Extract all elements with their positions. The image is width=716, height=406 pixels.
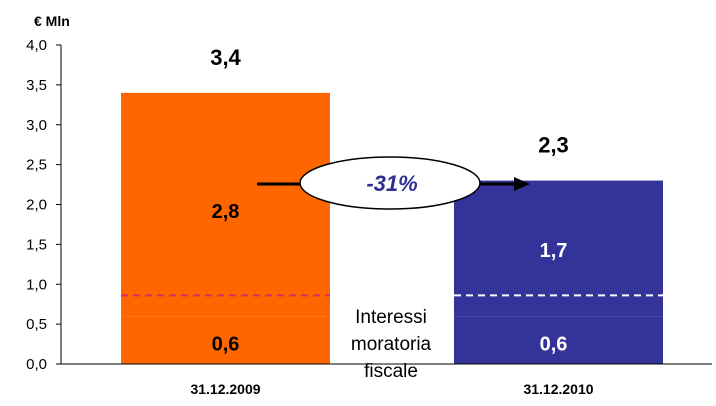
bar-segment-upper — [454, 180, 663, 317]
y-tick-label: 3,5 — [26, 77, 47, 94]
x-tick-label: 31.12.2009 — [190, 381, 260, 397]
total-label: 3,4 — [210, 45, 241, 70]
y-tick-label: 2,0 — [26, 197, 47, 214]
y-tick-label: 2,5 — [26, 157, 47, 174]
annotation-interessi-moratoria-fiscale: Interessi moratoria fiscale — [351, 307, 432, 382]
x-tick-labels: 31.12.2009 31.12.2010 — [190, 381, 593, 397]
annotation-line: fiscale — [364, 361, 418, 382]
unit-label: € Mln — [34, 13, 70, 29]
bars-layer — [121, 92, 663, 364]
y-tick-label: 0,5 — [26, 316, 47, 333]
segment-label-lower: 0,6 — [540, 333, 568, 355]
y-ticks: 0,0 0,5 1,0 1,5 2,0 2,5 3,0 3,5 4,0 — [26, 37, 61, 373]
change-ellipse — [299, 156, 481, 210]
segment-label-upper: 2,8 — [212, 201, 240, 223]
y-tick-label: 1,0 — [26, 276, 47, 293]
bar-segment-lower — [454, 316, 663, 364]
bar-segment-upper — [121, 92, 330, 317]
change-percent-label: -31% — [366, 171, 417, 196]
axes-layer: 0,0 0,5 1,0 1,5 2,0 2,5 3,0 3,5 4,0 — [26, 37, 712, 373]
arrow-head-icon — [514, 177, 530, 191]
y-tick-label: 0,0 — [26, 356, 47, 373]
y-tick-label: 1,5 — [26, 236, 47, 253]
total-label: 2,3 — [538, 133, 569, 158]
value-labels: 0,6 2,8 3,4 0,6 1,7 2,3 — [210, 45, 569, 356]
y-tick-label: 3,0 — [26, 117, 47, 134]
annotation-line: Interessi — [355, 307, 427, 328]
change-callout: -31% — [257, 156, 530, 210]
x-tick-label: 31.12.2010 — [523, 381, 593, 397]
annotation-line: moratoria — [351, 334, 432, 355]
y-tick-label: 4,0 — [26, 37, 47, 54]
bar-segment-lower — [121, 316, 330, 364]
segment-label-lower: 0,6 — [212, 333, 240, 355]
segment-label-upper: 1,7 — [540, 240, 568, 262]
